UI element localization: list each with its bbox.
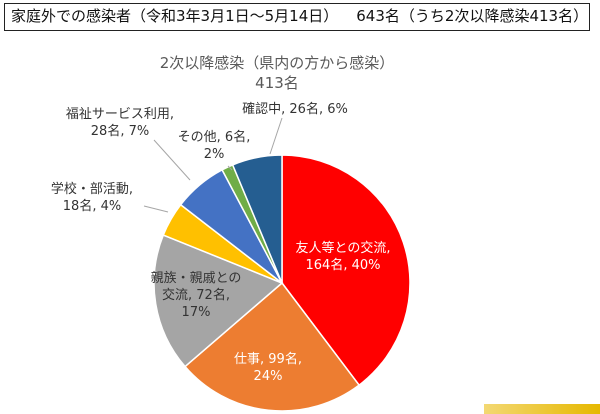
leader-line-6: [227, 165, 233, 171]
slice-label-6: その他, 6名, 2%: [178, 129, 251, 162]
header-total: 643名（うち2次以降感染413名）: [356, 7, 589, 25]
slice-label-3: 親族・親戚との交流, 72名, 17%: [151, 270, 242, 320]
leader-line-4: [143, 205, 169, 213]
slice-label-5: 福祉サービス利用, 28名, 7%: [66, 107, 174, 139]
leader-line-7: [269, 117, 283, 155]
pie-slice-1: [281, 154, 411, 387]
slice-label-1: 友人等との交流, 164名, 40%: [295, 240, 390, 273]
header-title-box: 家庭外での感染者（令和3年3月1日～5月14日） 643名（うち2次以降感染413…: [4, 3, 590, 31]
pie-slice-2: [183, 281, 361, 412]
chart-title: 2次以降感染（県内の方から感染）: [160, 54, 395, 72]
pie-slice-3: [153, 234, 284, 368]
corner-decoration: [484, 404, 600, 414]
leader-line-5: [153, 139, 191, 181]
chart-subtitle: 413名: [255, 74, 299, 92]
slice-label-7: 確認中, 26名, 6%: [242, 101, 348, 117]
slice-label-2: 仕事, 99名, 24%: [234, 351, 302, 384]
header-title: 家庭外での感染者（令和3年3月1日～5月14日）: [11, 7, 339, 25]
pie-slice-7: [231, 154, 283, 284]
slice-label-4: 学校・部活動, 18名, 4%: [51, 181, 133, 214]
